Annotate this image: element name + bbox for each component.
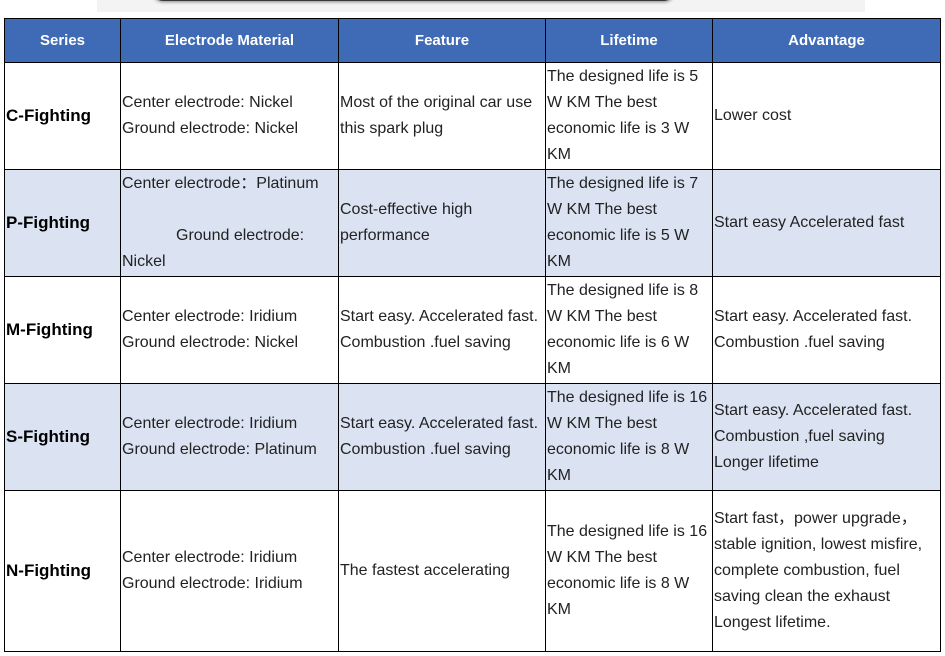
material-line: Ground electrode: Iridium xyxy=(122,575,303,592)
cell-lifetime: The designed life is 8 W KM The best eco… xyxy=(545,276,713,384)
header-feature: Feature xyxy=(338,18,546,63)
cell-feature: Most of the original car use this spark … xyxy=(338,62,546,170)
cell-series: M-Fighting xyxy=(4,276,121,384)
material-line: Center electrode: Iridium xyxy=(122,549,298,566)
cell-series: P-Fighting xyxy=(4,169,121,277)
cell-lifetime: The designed life is 16 W KM The best ec… xyxy=(545,383,713,491)
cell-advantage: Start easy. Accelerated fast. Combustion… xyxy=(712,276,941,384)
table-row: C-Fighting Center electrode: Nickel Ground… xyxy=(4,62,941,170)
header-electrode-material: Electrode Material xyxy=(120,18,339,63)
cell-electrode-material: Center electrode: Iridium Ground electrod… xyxy=(120,490,339,652)
cell-electrode-material: Center electrode: Iridium Ground electrod… xyxy=(120,276,339,384)
cell-advantage: Start easy Accelerated fast xyxy=(712,169,941,277)
material-line: Ground electrode: Nickel xyxy=(122,120,299,137)
header-advantage: Advantage xyxy=(712,18,941,63)
material-line: Ground electrode: Platinum xyxy=(122,441,317,458)
cell-advantage: Start fast，power upgrade，stable ignition… xyxy=(712,490,941,652)
cell-electrode-material: Center electrode: Nickel Ground electrode… xyxy=(120,62,339,170)
cell-series: N-Fighting xyxy=(4,490,121,652)
header-series: Series xyxy=(4,18,121,63)
cell-electrode-material: Center electrode：Platinum Ground electrod… xyxy=(120,169,339,277)
material-line: Ground electrode: Nickel xyxy=(122,334,299,351)
material-line: Center electrode: Nickel xyxy=(122,94,293,111)
table-row: S-Fighting Center electrode: Iridium Groun… xyxy=(4,383,941,491)
header-lifetime: Lifetime xyxy=(545,18,713,63)
top-banner xyxy=(97,0,865,12)
cell-lifetime: The designed life is 16 W KM The best ec… xyxy=(545,490,713,652)
cell-feature: Start easy. Accelerated fast. Combustion… xyxy=(338,383,546,491)
material-line: Center electrode: Iridium xyxy=(122,308,298,325)
banner-image xyxy=(152,0,675,1)
cell-feature: The fastest accelerating xyxy=(338,490,546,652)
cell-feature: Start easy. Accelerated fast. Combustion… xyxy=(338,276,546,384)
cell-series: S-Fighting xyxy=(4,383,121,491)
cell-lifetime: The designed life is 5 W KM The best eco… xyxy=(545,62,713,170)
cell-lifetime: The designed life is 7 W KM The best eco… xyxy=(545,169,713,277)
header-row: Series Electrode Material Feature Lifeti… xyxy=(4,18,941,63)
material-line: Ground electrode: Nickel xyxy=(122,227,305,270)
cell-feature: Cost-effective high performance xyxy=(338,169,546,277)
material-line: Center electrode: Iridium xyxy=(122,415,298,432)
spark-plug-series-table: Series Electrode Material Feature Lifeti… xyxy=(4,18,941,652)
table-row: P-Fighting Center electrode：Platinum Groun… xyxy=(4,169,941,277)
material-line: Center electrode：Platinum xyxy=(122,175,319,192)
cell-series: C-Fighting xyxy=(4,62,121,170)
table-row: M-Fighting Center electrode: Iridium Groun… xyxy=(4,276,941,384)
table-row: N-Fighting Center electrode: Iridium Groun… xyxy=(4,490,941,652)
cell-electrode-material: Center electrode: Iridium Ground electrod… xyxy=(120,383,339,491)
cell-advantage: Start easy. Accelerated fast. Combustion… xyxy=(712,383,941,491)
cell-advantage: Lower cost xyxy=(712,62,941,170)
